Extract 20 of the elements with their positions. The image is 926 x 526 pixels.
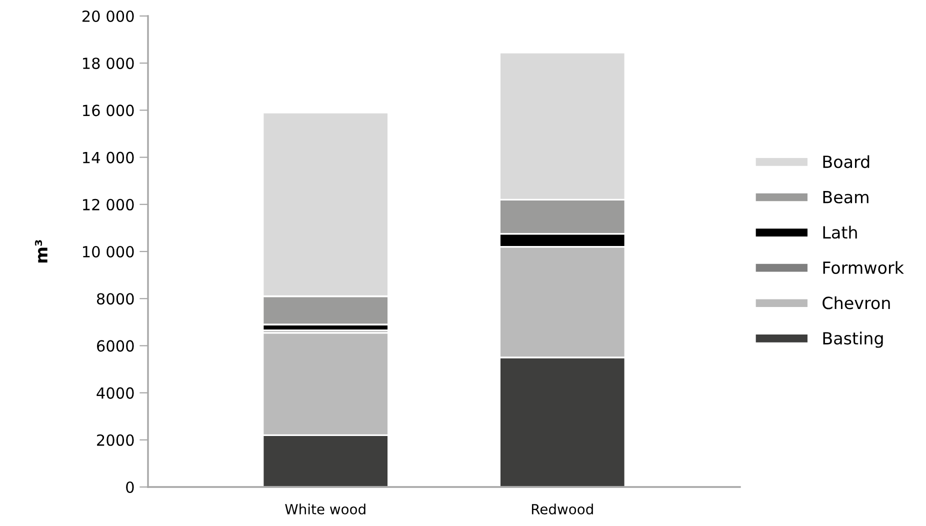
x-tick-label: Redwood	[532, 504, 593, 514]
legend-label: Lath	[823, 226, 857, 239]
y-tick-label: 14 000	[83, 152, 134, 164]
y-tick-label: 8000	[96, 293, 134, 305]
legend-label: Formwork	[823, 261, 904, 274]
y-tick-label: 0	[126, 481, 134, 494]
y-tick-label: 2000	[97, 434, 134, 446]
legend-label: Board	[823, 155, 870, 168]
y-tick-label: 12 000	[83, 198, 134, 210]
y-tick-label: 4000	[96, 387, 134, 399]
legend-label: Basting	[823, 332, 883, 348]
y-tick-label: 18 000	[83, 58, 134, 70]
y-tick-label: 20 000	[82, 10, 134, 22]
y-axis-title: m³	[34, 240, 48, 262]
y-tick-label: 10 000	[83, 246, 134, 258]
legend-label: Beam	[823, 191, 868, 204]
x-tick-label: White wood	[285, 504, 366, 514]
y-tick-label: 16 000	[83, 104, 134, 116]
y-tick-label: 6000	[96, 340, 134, 352]
legend-label: Chevron	[822, 296, 890, 310]
